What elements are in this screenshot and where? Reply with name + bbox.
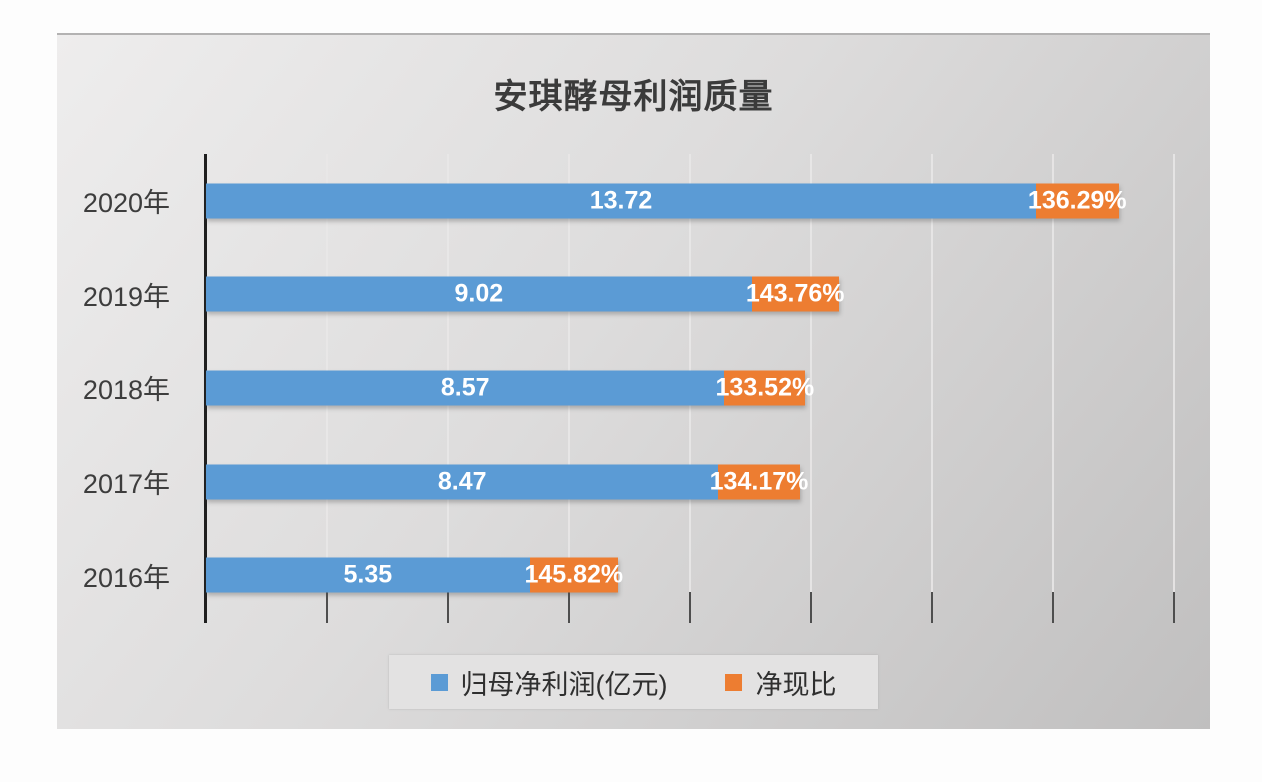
cash-ratio-bar: 136.29%: [1028, 183, 1127, 219]
bar-stack: 8.47 134.17%: [206, 464, 808, 500]
gridline: [931, 154, 933, 592]
chart-panel: 安琪酵母利润质量 2020年 13.72 136.29% 2019年 9.02 …: [57, 33, 1210, 729]
bar-row-2019: 2019年 9.02 143.76%: [57, 248, 1210, 342]
axis-tick: [447, 592, 449, 623]
axis-tick: [810, 592, 812, 623]
net-profit-value: 13.72: [589, 186, 653, 215]
bar-stack: 9.02 143.76%: [206, 276, 845, 312]
plot-area: 2020年 13.72 136.29% 2019年 9.02 143.76% 2…: [57, 35, 1210, 729]
gridline: [810, 154, 812, 592]
net-profit-bar: 13.72: [206, 183, 1037, 219]
category-label: 2019年: [82, 281, 170, 312]
cash-ratio-bar: 145.82%: [524, 557, 623, 593]
legend-label: 归母净利润(亿元): [460, 669, 668, 700]
axis-tick: [568, 592, 570, 623]
cash-ratio-bar: 134.17%: [710, 464, 808, 500]
axis-tick: [326, 592, 328, 623]
legend-label: 净现比: [755, 669, 837, 700]
legend: 归母净利润(亿元) 净现比: [388, 655, 879, 709]
gridline: [1052, 154, 1054, 592]
cash-ratio-value: 133.52%: [715, 373, 815, 402]
cash-ratio-value: 136.29%: [1027, 186, 1127, 215]
cash-ratio-value: 143.76%: [745, 279, 845, 308]
legend-item-cash-ratio: 净现比: [725, 663, 836, 702]
bar-row-2020: 2020年 13.72 136.29%: [57, 154, 1210, 248]
gridline: [1173, 154, 1175, 592]
chart-title: 安琪酵母利润质量: [493, 78, 774, 116]
y-axis-line: [204, 154, 207, 623]
net-profit-swatch-icon: [430, 673, 448, 691]
bar-rows: 2020年 13.72 136.29% 2019年 9.02 143.76% 2…: [57, 154, 1210, 622]
cash-ratio-bar: 143.76%: [746, 276, 845, 312]
cash-ratio-bar: 133.52%: [716, 370, 814, 406]
category-label: 2018年: [82, 375, 170, 406]
category-label: 2017年: [82, 469, 170, 500]
cash-ratio-value: 134.17%: [709, 467, 809, 496]
category-label: 2020年: [82, 188, 170, 219]
net-profit-bar: 9.02: [206, 276, 752, 312]
cash-ratio-value: 145.82%: [524, 560, 624, 589]
bar-row-2018: 2018年 8.57 133.52%: [57, 341, 1210, 435]
net-profit-bar: 5.35: [206, 557, 530, 593]
axis-tick: [689, 592, 691, 623]
net-profit-value: 8.47: [437, 467, 487, 496]
net-profit-bar: 8.47: [206, 464, 719, 500]
bar-row-2016: 2016年 5.35 145.82%: [57, 528, 1210, 622]
axis-tick: [1052, 592, 1054, 623]
legend-item-net-profit: 归母净利润(亿元): [430, 663, 668, 702]
axis-tick: [1173, 592, 1175, 623]
bar-row-2017: 2017年 8.47 134.17%: [57, 435, 1210, 529]
bar-stack: 13.72 136.29%: [206, 183, 1127, 219]
net-profit-value: 8.57: [440, 373, 490, 402]
bar-stack: 8.57 133.52%: [206, 370, 814, 406]
bar-stack: 5.35 145.82%: [206, 557, 623, 593]
category-label: 2016年: [82, 562, 170, 593]
net-profit-value: 5.35: [343, 560, 393, 589]
axis-tick: [931, 592, 933, 623]
net-profit-bar: 8.57: [206, 370, 725, 406]
net-profit-value: 9.02: [454, 279, 504, 308]
cash-ratio-swatch-icon: [725, 673, 743, 691]
